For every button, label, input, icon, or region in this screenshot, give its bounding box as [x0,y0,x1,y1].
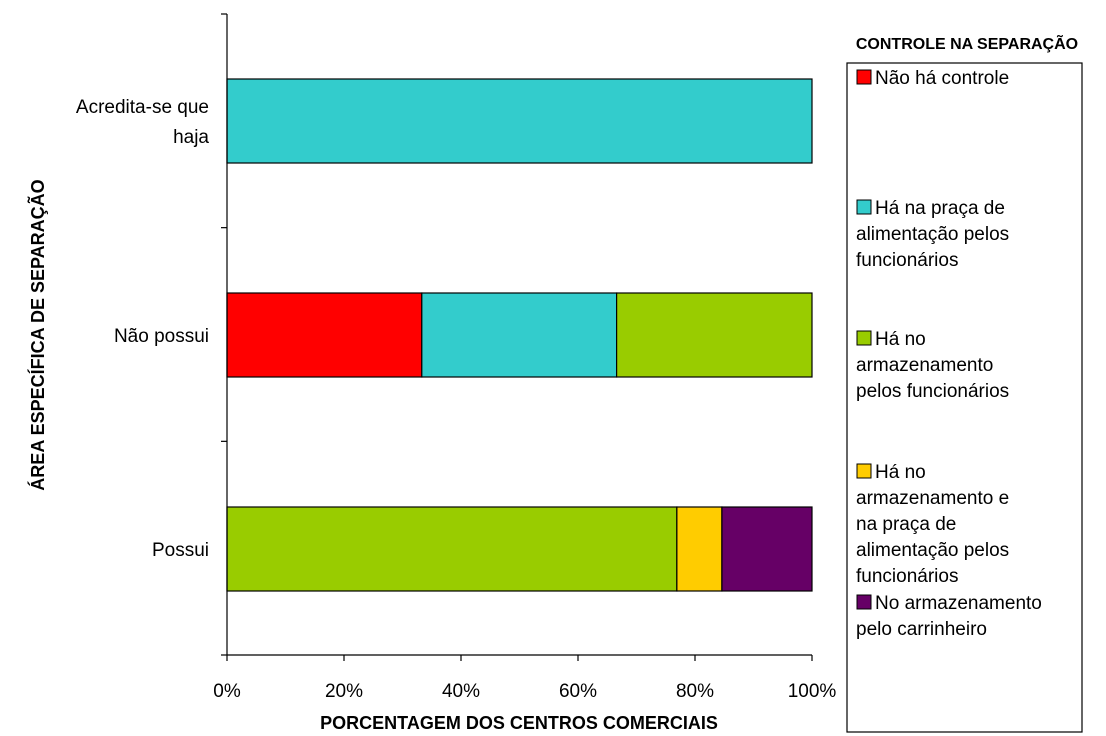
y-axis-title: ÁREA ESPECÍFICA DE SEPARAÇÃO [27,179,48,490]
legend-swatch [856,199,872,215]
x-tick-label: 20% [325,681,363,702]
legend-swatch [856,69,872,85]
legend-swatch [856,594,872,610]
axes-group [221,13,813,661]
x-tick-label: 40% [442,681,480,702]
tick-labels-group: 0% 20% 40% 60% 80% 100% Possui Não possui Acredi… [76,97,836,702]
bar-segment [721,506,813,592]
legend-swatch [856,330,872,346]
legend-box [846,62,1083,733]
legend-entry-label: Há na praça de alimentação pelos funcionár… [856,198,1009,271]
x-axis-title: PORCENTAGEM DOS CENTROS COMERCIAIS [320,713,718,733]
bar-segment [421,292,618,378]
legend-entry-label: No armazenamento pelo carrinheiro [856,593,1042,640]
y-tick-label: Possui [152,540,209,561]
bar-segment [616,292,813,378]
y-tick-label: Não possui [114,326,209,347]
legend: Não há controle Há na praça de alimentação… [846,62,1083,733]
bars-group [226,78,813,592]
x-tick-label: 100% [788,681,837,702]
bar-segment [676,506,723,592]
x-tick-label: 80% [676,681,714,702]
y-tick-label: Acredita-se que haja [76,97,210,148]
legend-swatch [856,463,872,479]
legend-title: CONTROLE NA SEPARAÇÃO [856,33,1078,53]
legend-entry-label: Há no armazenamento pelos funcionários [856,329,1009,402]
bar-segment [226,78,813,164]
x-tick-label: 0% [213,681,241,702]
legend-entry-label: Não há controle [875,68,1009,89]
bar-segment [226,292,423,378]
bar-segment [226,506,678,592]
x-tick-label: 60% [559,681,597,702]
legend-entry-label: Há no armazenamento e na praça de alimentaç… [856,462,1009,587]
